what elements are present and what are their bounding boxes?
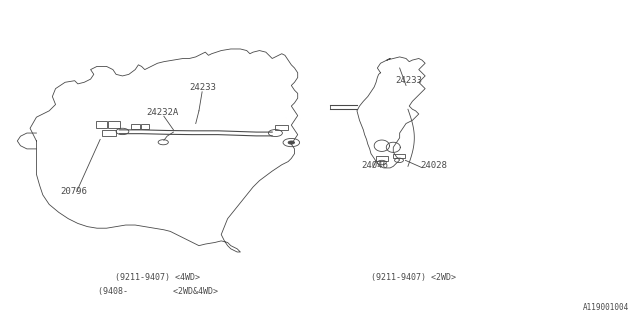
Bar [275, 125, 288, 130]
Text: (9211-9407) <2WD>: (9211-9407) <2WD> [371, 273, 456, 282]
Bar [141, 124, 148, 129]
Text: 24233: 24233 [395, 76, 422, 85]
Text: 20796: 20796 [60, 188, 87, 196]
Text: 24232A: 24232A [147, 108, 179, 117]
Text: (9408-         <2WD&4WD>: (9408- <2WD&4WD> [97, 287, 218, 296]
Text: 24233: 24233 [189, 83, 216, 92]
Text: A119001004: A119001004 [583, 303, 629, 312]
Bar [96, 121, 107, 128]
Bar [131, 124, 140, 129]
Text: 24046: 24046 [362, 161, 388, 170]
Bar [108, 121, 120, 128]
Bar [102, 130, 116, 136]
Text: (9211-9407) <4WD>: (9211-9407) <4WD> [115, 273, 200, 282]
Circle shape [288, 141, 294, 144]
Bar [376, 156, 388, 161]
Text: 24028: 24028 [420, 161, 447, 170]
Bar [394, 154, 404, 158]
